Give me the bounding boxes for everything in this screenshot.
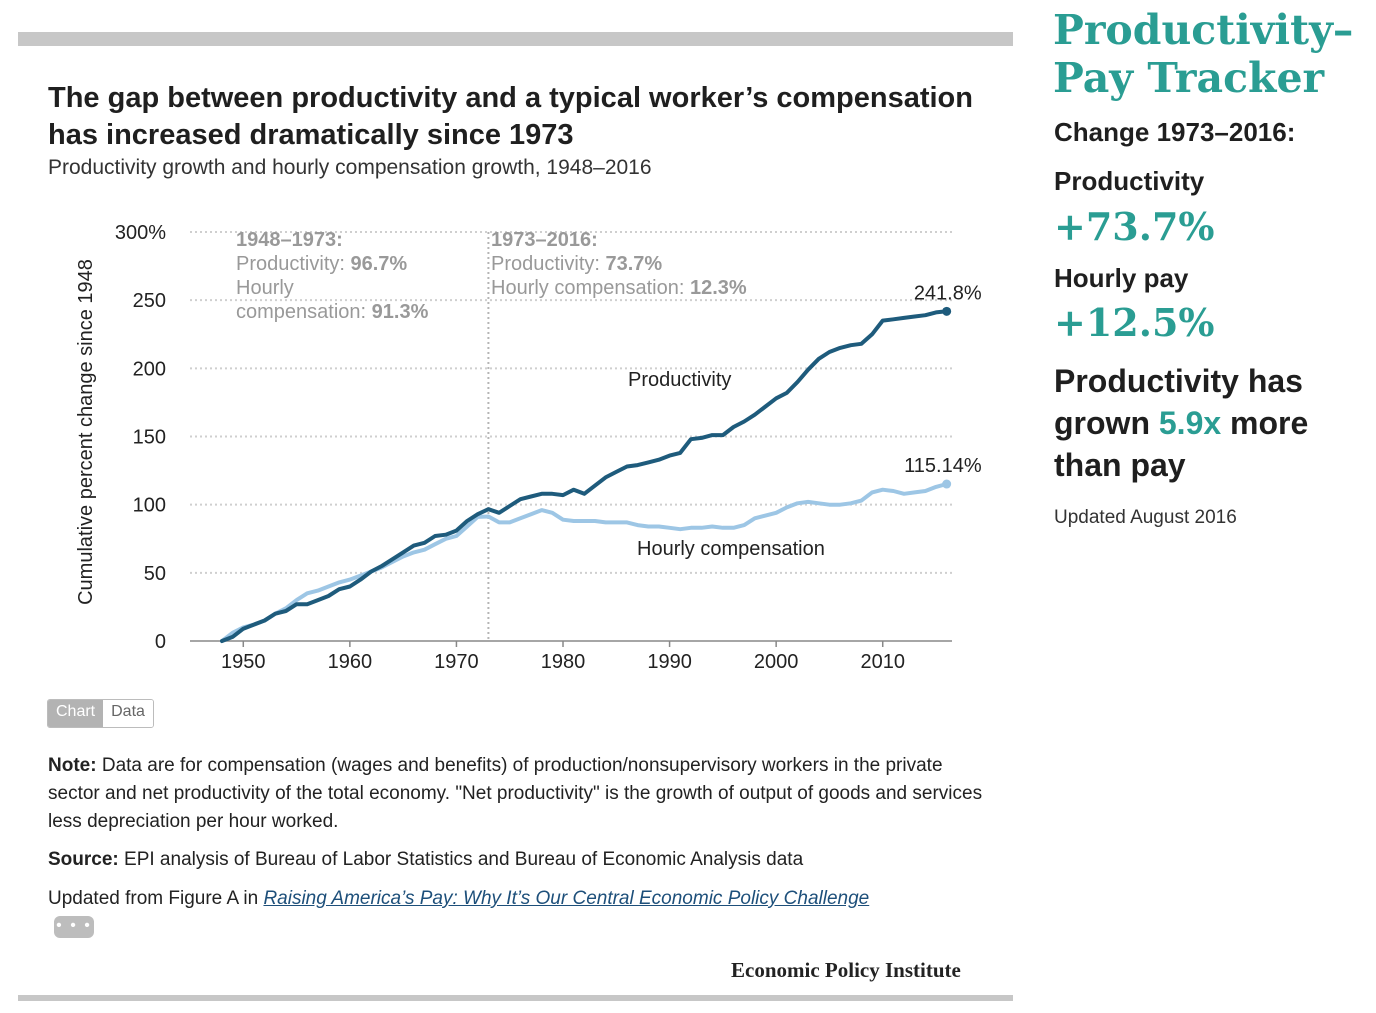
period2-heading: 1973–2016: — [491, 229, 598, 251]
compensation-end-label: 115.14% — [904, 455, 982, 477]
x-axis: 1950 1960 1970 1980 1990 2000 2010 — [190, 640, 952, 673]
svg-text:compensation: 91.3%: compensation: 91.3% — [236, 301, 429, 323]
compensation-series-label: Hourly compensation — [637, 538, 825, 560]
compensation-line — [220, 482, 949, 643]
period1-comp-value: 91.3% — [372, 301, 429, 323]
tab-data[interactable]: Data — [103, 700, 153, 727]
y-axis: 0 50 100 150 200 250 300% — [115, 222, 166, 653]
chart-subtitle: Productivity growth and hourly compensat… — [48, 156, 652, 179]
productivity-heading: Productivity — [1054, 166, 1205, 196]
svg-text:Productivity: 96.7%: Productivity: 96.7% — [236, 253, 407, 275]
chart-title: The gap between productivity and a typic… — [48, 82, 973, 151]
tracker-title-line2: Pay Tracker — [1053, 54, 1325, 102]
y-tick-label: 50 — [144, 563, 166, 585]
x-tick-label: 1950 — [221, 651, 266, 673]
productivity-series-label: Productivity — [628, 369, 731, 391]
note-body: Data are for compensation (wages and ben… — [48, 755, 983, 832]
updated-date: Updated August 2016 — [1054, 507, 1237, 528]
compensation-end-point — [942, 479, 952, 489]
productivity-change-value: +73.7% — [1054, 204, 1215, 249]
period2-annotation: 1973–2016: Productivity: 73.7% Hourly co… — [491, 229, 747, 299]
statement-pre: Productivity has grown — [1054, 363, 1303, 441]
period1-heading: 1948–1973: — [236, 229, 343, 251]
period1-comp-label-2: compensation: — [236, 301, 366, 323]
period2-prod-label: Productivity: — [491, 253, 600, 275]
tab-chart[interactable]: Chart — [48, 700, 104, 727]
period1-comp-label-1: Hourly — [236, 277, 294, 299]
tracker-title-line1: Productivity– — [1053, 6, 1354, 54]
svg-text:Hourly compensation: 12.3%: Hourly compensation: 12.3% — [491, 277, 747, 299]
change-heading: Change 1973–2016: — [1054, 117, 1296, 147]
brand-logo-text: Economic Policy Institute — [731, 958, 961, 982]
y-tick-label: 150 — [133, 427, 166, 449]
y-tick-label: 300% — [115, 222, 166, 244]
more-button[interactable]: • • • — [54, 915, 94, 938]
period1-prod-label: Productivity: — [236, 253, 345, 275]
updated-from: Updated from Figure A in Raising America… — [48, 885, 878, 941]
y-tick-label: 250 — [133, 290, 166, 312]
gridlines — [190, 231, 952, 574]
pay-change-value: +12.5% — [1054, 300, 1215, 345]
note-label: Note: — [48, 755, 97, 776]
source-body: EPI analysis of Bureau of Labor Statisti… — [118, 849, 804, 870]
period2-prod-value: 73.7% — [606, 253, 663, 275]
period2-comp-label: Hourly compensation: — [491, 277, 684, 299]
period1-prod-value: 96.7% — [351, 253, 408, 275]
statement-post: more than pay — [1054, 405, 1309, 483]
pay-heading: Hourly pay — [1054, 263, 1189, 293]
line-chart: 0 50 100 150 200 250 300% 1950 1960 1970 1980 1990… — [75, 222, 982, 673]
bottom-rule — [18, 995, 1013, 1001]
y-tick-label: 100 — [133, 495, 166, 517]
period1-annotation: 1948–1973: Productivity: 96.7% Hourly co… — [236, 229, 429, 323]
top-rule — [18, 32, 1013, 46]
svg-text:Productivity: 73.7%: Productivity: 73.7% — [491, 253, 662, 275]
source-label: Source: — [48, 849, 119, 870]
productivity-end-point — [942, 306, 952, 316]
productivity-end-label: 241.8% — [914, 282, 982, 304]
updated-prefix: Updated from Figure A in — [48, 888, 264, 909]
statement-multiple: 5.9x — [1158, 405, 1222, 441]
x-tick-label: 2010 — [860, 651, 905, 673]
growth-statement: Productivity has grown 5.9x more than pa… — [1054, 360, 1354, 486]
x-tick-label: 1980 — [541, 651, 586, 673]
productivity-line — [220, 309, 949, 643]
report-link[interactable]: Raising America’s Pay: Why It’s Our Cent… — [263, 888, 870, 909]
x-tick-label: 1970 — [434, 651, 479, 673]
note-text: Note: Data are for compensation (wages a… — [48, 752, 988, 836]
chart-data-toggle: Chart Data — [47, 699, 154, 728]
x-tick-label: 1990 — [647, 651, 692, 673]
tracker-title: Productivity– Pay Tracker — [1053, 6, 1353, 102]
y-tick-label: 0 — [155, 631, 166, 653]
period2-comp-value: 12.3% — [690, 277, 747, 299]
x-tick-label: 2000 — [754, 651, 799, 673]
source-text: Source: EPI analysis of Bureau of Labor … — [48, 846, 988, 874]
y-tick-label: 200 — [133, 358, 166, 380]
y-axis-label: Cumulative percent change since 1948 — [75, 259, 97, 605]
series-layer: 115.14% 241.8% — [220, 282, 982, 643]
x-tick-label: 1960 — [328, 651, 373, 673]
